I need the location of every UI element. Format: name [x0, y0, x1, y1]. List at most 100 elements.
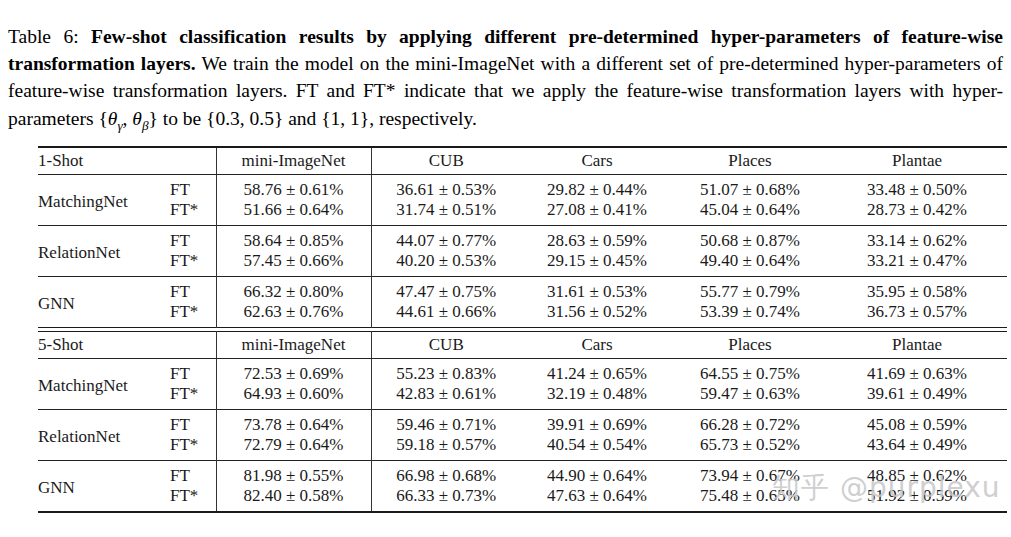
result-cell: 65.73 ± 0.52% — [673, 435, 827, 461]
result-cell: 33.21 ± 0.47% — [827, 251, 1007, 277]
result-cell: 42.83 ± 0.61% — [371, 384, 521, 410]
variant-label: FT* — [170, 486, 216, 512]
result-cell: 66.32 ± 0.80% — [216, 276, 371, 302]
result-cell: 39.61 ± 0.49% — [827, 384, 1007, 410]
table-row: RelationNetFT58.64 ± 0.85%44.07 ± 0.77%2… — [38, 225, 1007, 251]
column-header-cars: Cars — [521, 147, 673, 174]
method-name-matchingnet: MatchingNet — [38, 174, 170, 225]
result-cell: 66.98 ± 0.68% — [371, 460, 521, 486]
result-cell: 51.66 ± 0.64% — [216, 200, 371, 226]
result-cell: 28.73 ± 0.42% — [827, 200, 1007, 226]
result-cell: 35.95 ± 0.58% — [827, 276, 1007, 302]
result-cell: 66.33 ± 0.73% — [371, 486, 521, 512]
table-caption: Table 6: Few-shot classification results… — [0, 20, 1011, 133]
method-name-gnn: GNN — [38, 460, 170, 512]
results-table-1-shot: 1-Shotmini-ImageNetCUBCarsPlacesPlantaeM… — [38, 146, 1007, 328]
theta-beta-symbol: θ — [132, 108, 142, 129]
result-cell: 59.47 ± 0.63% — [673, 384, 827, 410]
result-cell: 36.61 ± 0.53% — [371, 174, 521, 200]
table-row: GNNFT66.32 ± 0.80%47.47 ± 0.75%31.61 ± 0… — [38, 276, 1007, 302]
result-cell: 36.73 ± 0.57% — [827, 302, 1007, 328]
result-cell: 44.61 ± 0.66% — [371, 302, 521, 328]
result-cell: 29.15 ± 0.45% — [521, 251, 673, 277]
result-cell: 28.63 ± 0.59% — [521, 225, 673, 251]
result-cell: 41.69 ± 0.63% — [827, 358, 1007, 384]
caption-body-2: } to be {0.3, 0.5} and {1, 1}, respectiv… — [149, 108, 477, 129]
result-cell: 57.45 ± 0.66% — [216, 251, 371, 277]
result-cell: 64.55 ± 0.75% — [673, 358, 827, 384]
table-row: FT*51.66 ± 0.64%31.74 ± 0.51%27.08 ± 0.4… — [38, 200, 1007, 226]
result-cell: 40.20 ± 0.53% — [371, 251, 521, 277]
result-cell: 47.63 ± 0.64% — [521, 486, 673, 512]
method-group-gnn: GNNFT66.32 ± 0.80%47.47 ± 0.75%31.61 ± 0… — [38, 276, 1007, 327]
result-cell: 53.39 ± 0.74% — [673, 302, 827, 328]
result-cell: 58.76 ± 0.61% — [216, 174, 371, 200]
result-cell: 59.18 ± 0.57% — [371, 435, 521, 461]
result-cell: 66.28 ± 0.72% — [673, 409, 827, 435]
table-row: FT*62.63 ± 0.76%44.61 ± 0.66%31.56 ± 0.5… — [38, 302, 1007, 328]
variant-label: FT* — [170, 251, 216, 277]
result-cell: 47.47 ± 0.75% — [371, 276, 521, 302]
table-row: GNNFT81.98 ± 0.55%66.98 ± 0.68%44.90 ± 0… — [38, 460, 1007, 486]
result-cell: 48.85 ± 0.62% — [827, 460, 1007, 486]
result-cell: 31.56 ± 0.52% — [521, 302, 673, 328]
result-cell: 75.48 ± 0.65% — [673, 486, 827, 512]
result-cell: 59.46 ± 0.71% — [371, 409, 521, 435]
result-cell: 81.98 ± 0.55% — [216, 460, 371, 486]
result-cell: 40.54 ± 0.54% — [521, 435, 673, 461]
method-name-relationnet: RelationNet — [38, 409, 170, 460]
shot-label: 1-Shot — [38, 147, 216, 174]
variant-label: FT* — [170, 200, 216, 226]
result-cell: 55.77 ± 0.79% — [673, 276, 827, 302]
variant-label: FT* — [170, 435, 216, 461]
column-header-mini-imagenet: mini-ImageNet — [216, 147, 371, 174]
table-row: FT*64.93 ± 0.60%42.83 ± 0.61%32.19 ± 0.4… — [38, 384, 1007, 410]
result-cell: 31.74 ± 0.51% — [371, 200, 521, 226]
table-row: FT*57.45 ± 0.66%40.20 ± 0.53%29.15 ± 0.4… — [38, 251, 1007, 277]
result-cell: 33.14 ± 0.62% — [827, 225, 1007, 251]
result-cell: 73.94 ± 0.67% — [673, 460, 827, 486]
caption-separator: , — [123, 108, 133, 129]
table-row: FT*82.40 ± 0.58%66.33 ± 0.73%47.63 ± 0.6… — [38, 486, 1007, 512]
variant-label: FT* — [170, 384, 216, 410]
theta-beta-subscript: β — [142, 118, 149, 133]
method-group-matchingnet: MatchingNetFT72.53 ± 0.69%55.23 ± 0.83%4… — [38, 358, 1007, 409]
result-cell: 43.64 ± 0.49% — [827, 435, 1007, 461]
result-cell: 27.08 ± 0.41% — [521, 200, 673, 226]
result-cell: 64.93 ± 0.60% — [216, 384, 371, 410]
result-cell: 45.08 ± 0.59% — [827, 409, 1007, 435]
column-header-cars: Cars — [521, 331, 673, 358]
method-name-matchingnet: MatchingNet — [38, 358, 170, 409]
table-row: RelationNetFT73.78 ± 0.64%59.46 ± 0.71%3… — [38, 409, 1007, 435]
result-cell: 55.23 ± 0.83% — [371, 358, 521, 384]
result-cell: 45.04 ± 0.64% — [673, 200, 827, 226]
result-cell: 31.61 ± 0.53% — [521, 276, 673, 302]
column-header-cub: CUB — [371, 147, 521, 174]
result-cell: 39.91 ± 0.69% — [521, 409, 673, 435]
shot-label: 5-Shot — [38, 331, 216, 358]
result-cell: 44.07 ± 0.77% — [371, 225, 521, 251]
variant-label: FT — [170, 358, 216, 384]
result-cell: 44.90 ± 0.64% — [521, 460, 673, 486]
variant-label: FT* — [170, 302, 216, 328]
theta-gamma-symbol: θ — [108, 108, 118, 129]
column-header-plantae: Plantae — [827, 331, 1007, 358]
variant-label: FT — [170, 460, 216, 486]
column-header-places: Places — [673, 147, 827, 174]
result-cell: 41.24 ± 0.65% — [521, 358, 673, 384]
column-header-cub: CUB — [371, 331, 521, 358]
result-cell: 82.40 ± 0.58% — [216, 486, 371, 512]
table-header-row: 5-Shotmini-ImageNetCUBCarsPlacesPlantae — [38, 331, 1007, 358]
result-cell: 62.63 ± 0.76% — [216, 302, 371, 328]
method-group-relationnet: RelationNetFT73.78 ± 0.64%59.46 ± 0.71%3… — [38, 409, 1007, 460]
table-header-row: 1-Shotmini-ImageNetCUBCarsPlacesPlantae — [38, 147, 1007, 174]
variant-label: FT — [170, 225, 216, 251]
result-cell: 51.92 ± 0.59% — [827, 486, 1007, 512]
results-tables-container: 1-Shotmini-ImageNetCUBCarsPlacesPlantaeM… — [38, 146, 1007, 513]
method-name-relationnet: RelationNet — [38, 225, 170, 276]
result-cell: 33.48 ± 0.50% — [827, 174, 1007, 200]
result-cell: 73.78 ± 0.64% — [216, 409, 371, 435]
result-cell: 29.82 ± 0.44% — [521, 174, 673, 200]
result-cell: 50.68 ± 0.87% — [673, 225, 827, 251]
result-cell: 58.64 ± 0.85% — [216, 225, 371, 251]
